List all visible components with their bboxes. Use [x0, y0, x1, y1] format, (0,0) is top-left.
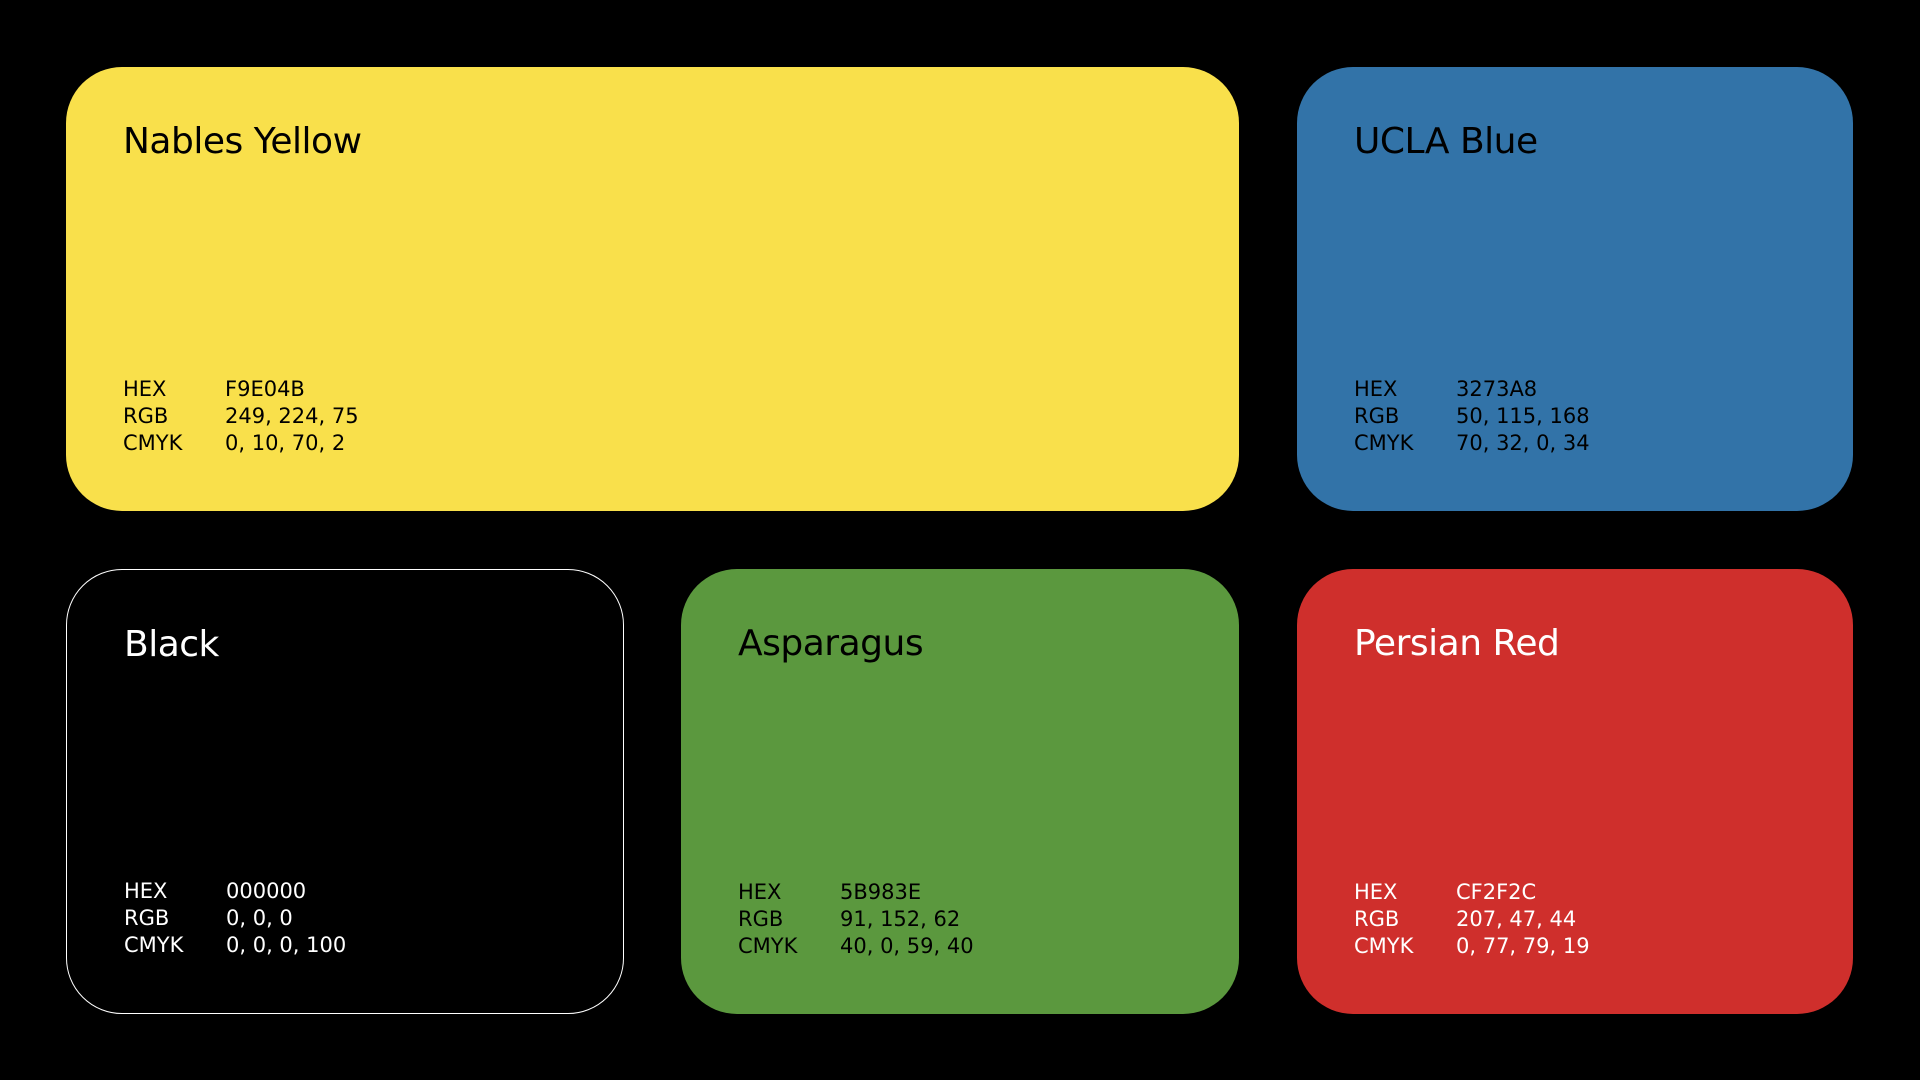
- rgb-label: RGB: [1354, 404, 1400, 428]
- swatch-specs: HEX F9E04B RGB 249, 224, 75 CMYK 0, 10, …: [123, 377, 359, 456]
- cmyk-value: 40, 0, 59, 40: [840, 934, 974, 958]
- cmyk-label: CMYK: [1354, 431, 1414, 455]
- hex-label: HEX: [123, 377, 167, 401]
- hex-label: HEX: [1354, 377, 1398, 401]
- rgb-label: RGB: [124, 906, 170, 930]
- hex-value: 5B983E: [840, 880, 922, 904]
- swatch-name: Nables Yellow: [123, 121, 362, 162]
- swatch-name: Asparagus: [738, 623, 924, 664]
- swatch-card-black: Black HEX 000000 RGB 0, 0, 0 CMYK 0, 0, …: [66, 569, 624, 1014]
- swatch-name: UCLA Blue: [1354, 121, 1538, 162]
- rgb-label: RGB: [1354, 907, 1400, 931]
- rgb-label: RGB: [123, 404, 169, 428]
- cmyk-label: CMYK: [123, 431, 183, 455]
- swatch-specs: HEX CF2F2C RGB 207, 47, 44 CMYK 0, 77, 7…: [1354, 880, 1590, 959]
- rgb-value: 91, 152, 62: [840, 907, 961, 931]
- swatch-card-asparagus: Asparagus HEX 5B983E RGB 91, 152, 62 CMY…: [681, 569, 1239, 1014]
- swatch-card-ucla-blue: UCLA Blue HEX 3273A8 RGB 50, 115, 168 CM…: [1297, 67, 1853, 511]
- swatch-card-nables-yellow: Nables Yellow HEX F9E04B RGB 249, 224, 7…: [66, 67, 1239, 511]
- hex-label: HEX: [1354, 880, 1398, 904]
- rgb-value: 0, 0, 0: [226, 906, 293, 930]
- cmyk-value: 0, 10, 70, 2: [225, 431, 346, 455]
- cmyk-label: CMYK: [738, 934, 798, 958]
- cmyk-value: 70, 32, 0, 34: [1456, 431, 1590, 455]
- swatch-name: Persian Red: [1354, 623, 1560, 664]
- swatch-specs: HEX 5B983E RGB 91, 152, 62 CMYK 40, 0, 5…: [738, 880, 974, 959]
- rgb-value: 249, 224, 75: [225, 404, 359, 428]
- hex-label: HEX: [738, 880, 782, 904]
- rgb-value: 50, 115, 168: [1456, 404, 1590, 428]
- cmyk-label: CMYK: [124, 933, 184, 957]
- hex-value: 3273A8: [1456, 377, 1538, 401]
- swatch-card-persian-red: Persian Red HEX CF2F2C RGB 207, 47, 44 C…: [1297, 569, 1853, 1014]
- hex-value: 000000: [226, 879, 307, 903]
- swatch-name: Black: [124, 624, 219, 665]
- hex-value: F9E04B: [225, 377, 305, 401]
- swatch-specs: HEX 000000 RGB 0, 0, 0 CMYK 0, 0, 0, 100: [124, 879, 346, 958]
- rgb-value: 207, 47, 44: [1456, 907, 1577, 931]
- cmyk-label: CMYK: [1354, 934, 1414, 958]
- swatch-specs: HEX 3273A8 RGB 50, 115, 168 CMYK 70, 32,…: [1354, 377, 1590, 456]
- hex-label: HEX: [124, 879, 168, 903]
- rgb-label: RGB: [738, 907, 784, 931]
- hex-value: CF2F2C: [1456, 880, 1537, 904]
- cmyk-value: 0, 77, 79, 19: [1456, 934, 1590, 958]
- cmyk-value: 0, 0, 0, 100: [226, 933, 347, 957]
